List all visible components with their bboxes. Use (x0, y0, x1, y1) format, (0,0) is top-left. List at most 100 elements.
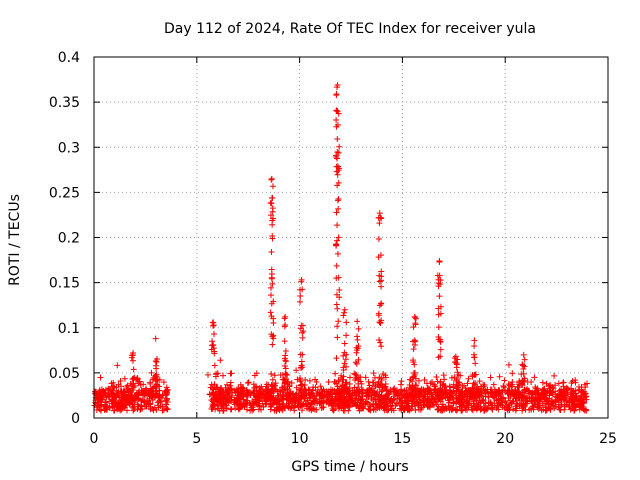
data-point (212, 373, 219, 380)
data-point (399, 400, 406, 407)
data-point (516, 390, 523, 397)
data-point (333, 107, 340, 114)
data-point (298, 364, 305, 371)
data-point (301, 386, 308, 393)
data-point (557, 392, 564, 399)
data-point (384, 391, 391, 398)
data-point (257, 391, 264, 398)
data-point (302, 400, 309, 407)
data-point (228, 370, 235, 377)
data-point (404, 403, 411, 410)
data-point (97, 374, 104, 381)
data-point (381, 384, 388, 391)
data-point (101, 407, 108, 414)
data-point (270, 389, 277, 396)
data-point (244, 379, 251, 386)
data-point (401, 394, 408, 401)
data-point (410, 386, 417, 393)
data-point (303, 390, 310, 397)
data-point (333, 92, 340, 99)
grid-lines (94, 57, 608, 418)
data-point (164, 406, 171, 413)
data-point (269, 385, 276, 392)
y-tick-label: 0.4 (58, 50, 80, 66)
data-point (98, 394, 105, 401)
data-point (435, 406, 442, 413)
data-point (521, 363, 528, 370)
data-point (120, 403, 127, 410)
data-point (247, 389, 254, 396)
data-point (121, 398, 128, 405)
data-point (155, 376, 162, 383)
data-point (269, 221, 276, 228)
data-point (346, 404, 353, 411)
data-point (496, 373, 503, 380)
data-point (143, 386, 150, 393)
data-point (141, 403, 148, 410)
data-point (263, 394, 270, 401)
data-point (493, 390, 500, 397)
data-point (455, 384, 462, 391)
data-point (219, 403, 226, 410)
data-point (357, 378, 364, 385)
data-point (376, 220, 383, 227)
data-point (389, 405, 396, 412)
data-point (573, 404, 580, 411)
data-point (376, 210, 383, 217)
data-point (446, 383, 453, 390)
data-point (317, 400, 324, 407)
data-point (153, 390, 160, 397)
data-point (298, 322, 305, 329)
data-point (467, 394, 474, 401)
data-point (299, 351, 306, 358)
data-point (160, 392, 167, 399)
data-point (243, 397, 250, 404)
data-point (385, 406, 392, 413)
data-point (147, 406, 154, 413)
data-point (351, 384, 358, 391)
data-point (509, 381, 516, 388)
data-point (164, 398, 171, 405)
data-point (312, 395, 319, 402)
data-point (494, 389, 501, 396)
data-point (370, 397, 377, 404)
data-point (335, 274, 342, 281)
data-point (251, 388, 258, 395)
data-point (125, 397, 132, 404)
data-point (334, 171, 341, 178)
data-point (163, 404, 170, 411)
data-point (268, 370, 275, 377)
data-point (238, 390, 245, 397)
data-point (312, 376, 319, 383)
data-point (347, 391, 354, 398)
data-point (571, 407, 578, 414)
data-point (277, 371, 284, 378)
data-point (298, 276, 305, 283)
data-point (121, 404, 128, 411)
data-point (92, 388, 99, 395)
data-point (225, 387, 232, 394)
data-point (302, 376, 309, 383)
data-point (333, 116, 340, 123)
data-point (120, 390, 127, 397)
data-point (335, 167, 342, 174)
data-point (270, 215, 277, 222)
data-point (263, 381, 270, 388)
data-point (453, 359, 460, 366)
data-point (359, 390, 366, 397)
data-point (334, 305, 341, 312)
data-point (470, 400, 477, 407)
data-point (135, 403, 142, 410)
data-point (109, 403, 116, 410)
data-point (413, 394, 420, 401)
data-point (95, 400, 102, 407)
data-point (301, 394, 308, 401)
data-point (417, 406, 424, 413)
data-point (453, 392, 460, 399)
data-point (310, 399, 317, 406)
data-point (320, 399, 327, 406)
data-point (567, 406, 574, 413)
data-point (113, 384, 120, 391)
y-tick-label: 0.1 (58, 321, 80, 337)
data-point (102, 405, 109, 412)
